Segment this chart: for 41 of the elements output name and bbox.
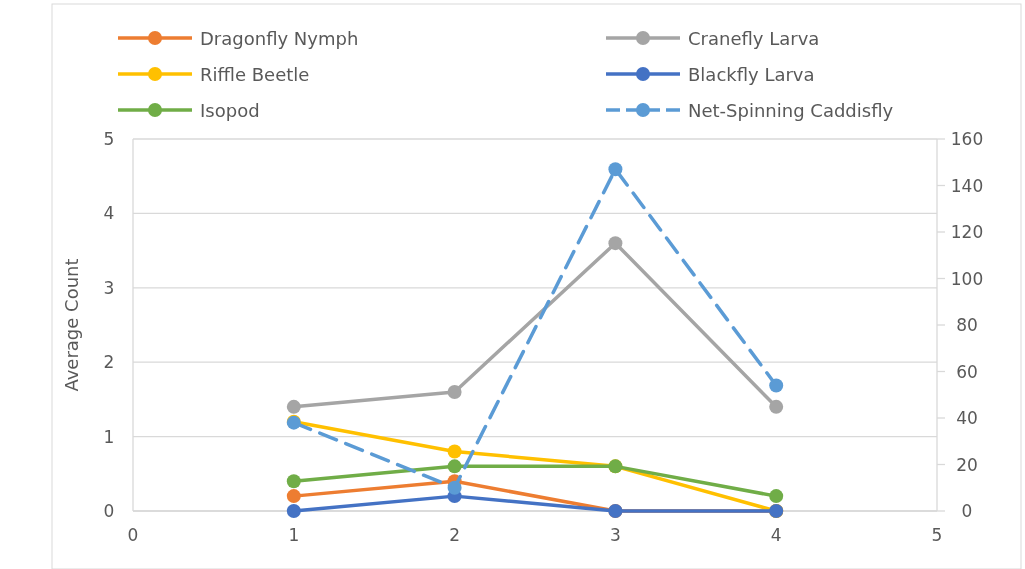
y2-tick-label: 0 [961, 501, 973, 521]
x-tick-label: 0 [127, 525, 139, 545]
y2-tick-label: 40 [956, 408, 978, 428]
y-tick-label: 0 [103, 501, 115, 521]
y-tick-label: 4 [103, 203, 115, 224]
x-tick-label: 2 [449, 525, 461, 545]
y2-tick-label: 160 [950, 129, 984, 149]
y2-tick-label: 60 [956, 361, 978, 382]
point [286, 399, 301, 414]
point [286, 489, 301, 504]
y-axis-title: Average Count [61, 258, 82, 392]
x-tick-label: 1 [288, 525, 300, 545]
y-tick-label: 5 [103, 129, 115, 149]
point [447, 480, 462, 495]
legend-label: Cranefly Larva [688, 27, 820, 49]
legend-label: Dragonfly Nymph [200, 27, 359, 49]
point [769, 489, 784, 504]
y-tick-label: 2 [103, 352, 115, 373]
point [447, 459, 462, 474]
point [608, 236, 623, 251]
x-tick-label: 4 [770, 525, 782, 545]
x-tick-label: 5 [931, 525, 943, 545]
y2-tick-label: 120 [950, 222, 984, 242]
y-tick-label: 3 [103, 277, 115, 298]
y2-tick-label: 100 [950, 268, 984, 289]
point [769, 378, 784, 393]
legend-label: Isopod [200, 99, 260, 121]
y-tick-label: 1 [103, 426, 115, 447]
x-tick-label: 3 [609, 525, 621, 545]
point [769, 399, 784, 414]
point [447, 444, 462, 459]
legend-label: Blackfly Larva [688, 63, 815, 85]
legend-label: Riffle Beetle [200, 63, 310, 85]
point [447, 384, 462, 399]
y2-tick-label: 20 [956, 454, 978, 475]
y2-tick-label: 80 [956, 315, 978, 335]
point [286, 474, 301, 489]
point [608, 162, 623, 177]
point [286, 504, 301, 518]
legend-label: Net-Spinning Caddisfly [688, 99, 894, 121]
y2-tick-label: 140 [950, 175, 984, 196]
